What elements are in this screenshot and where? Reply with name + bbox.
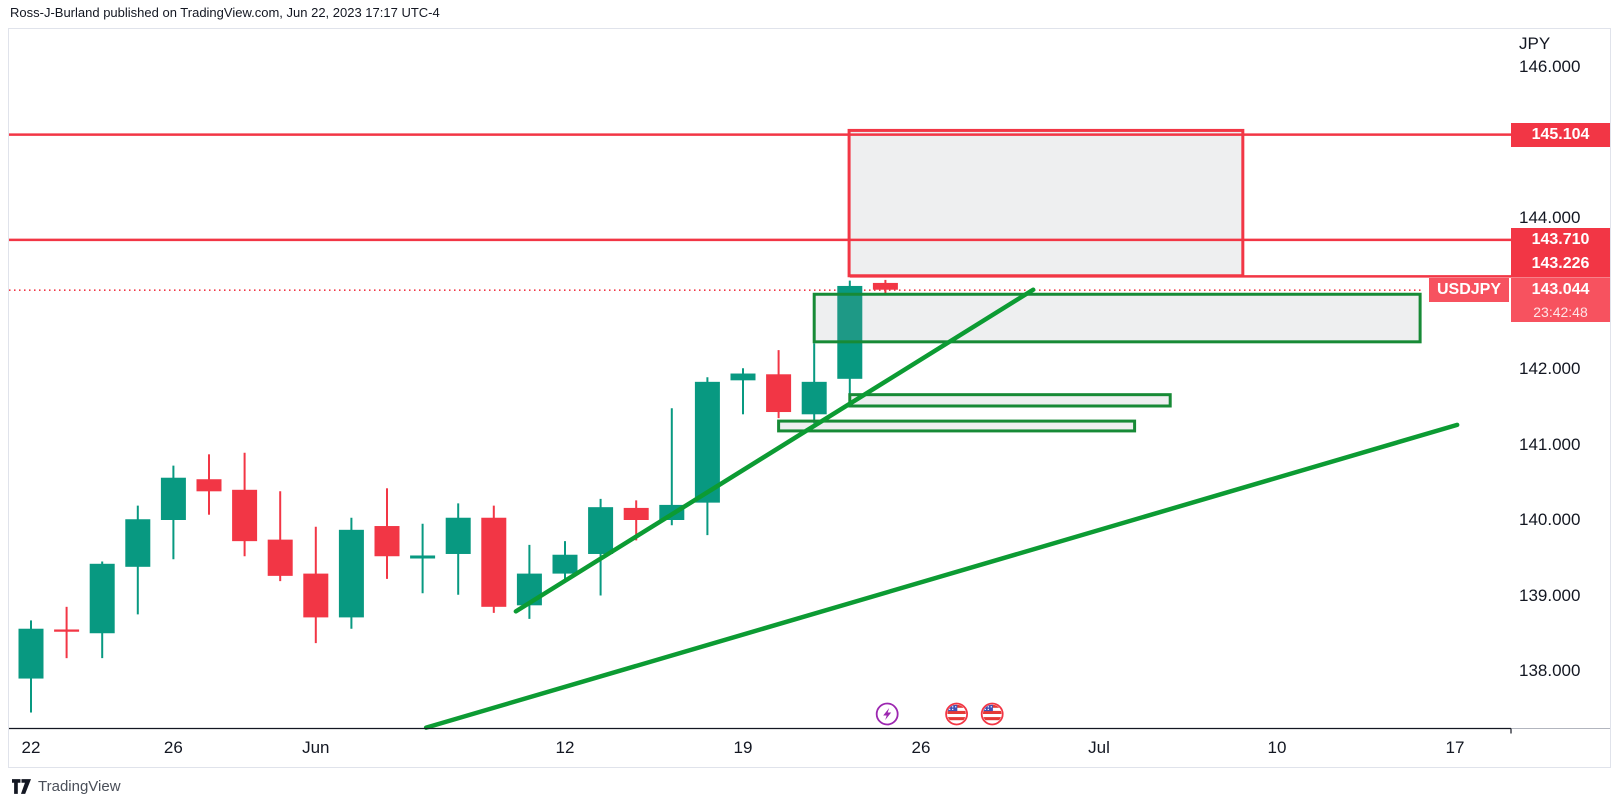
candle-body	[588, 507, 614, 554]
candle-body	[410, 555, 436, 559]
candle-body	[445, 517, 471, 554]
tradingview-logo-icon	[12, 779, 31, 794]
time-tick-label: 12	[555, 738, 575, 757]
price-tick-label: 138.000	[1519, 661, 1581, 680]
time-tick-label: 26	[163, 738, 183, 757]
demand-zone[interactable]	[848, 393, 1172, 408]
time-tick-label: 17	[1445, 738, 1465, 757]
candle-body	[552, 554, 578, 574]
price-level-tag: 143.226	[1511, 251, 1610, 276]
price-tick-label: 140.000	[1519, 510, 1581, 529]
time-tick-label: 26	[911, 738, 931, 757]
trendline[interactable]	[513, 287, 1036, 614]
price-tick-label: 142.000	[1519, 359, 1581, 378]
candle-body	[338, 529, 364, 618]
tradingview-logo-text: TradingView	[38, 778, 121, 795]
candle-body	[730, 373, 756, 381]
symbol-tag: USDJPY	[1429, 278, 1509, 303]
candle-body	[766, 374, 792, 413]
tradingview-attribution-footer[interactable]: TradingView	[12, 778, 121, 795]
demand-zone[interactable]	[812, 292, 1422, 344]
bar-countdown-tag: 23:42:48	[1511, 302, 1610, 323]
candle-body	[623, 507, 649, 520]
price-level-tag: 145.104	[1511, 122, 1610, 147]
candle-body	[801, 381, 827, 415]
candle-body	[303, 573, 329, 618]
candle-body	[694, 381, 720, 503]
candle-body	[160, 477, 186, 520]
candlestick-chart	[9, 128, 1610, 734]
candle-body	[374, 526, 400, 557]
candle-body	[18, 628, 44, 679]
candle-body	[837, 285, 863, 379]
candle-body	[196, 479, 222, 492]
us-flag-event-icon[interactable]	[980, 702, 1004, 726]
time-tick-label: 19	[733, 738, 753, 757]
price-tick-label: 139.000	[1519, 585, 1581, 605]
time-tick-label: Jul	[1088, 738, 1110, 757]
time-tick-label: Jun	[302, 738, 330, 757]
attribution-text: Ross-J-Burland published on TradingView.…	[10, 5, 440, 20]
trendline[interactable]	[423, 422, 1460, 730]
price-tick-label: 144.000	[1519, 208, 1581, 227]
time-tick-label: 10	[1267, 738, 1287, 757]
us-flag-glyph	[947, 704, 966, 724]
price-tick-label: 141.000	[1519, 434, 1581, 454]
candle-body	[267, 539, 293, 576]
price-tick-label: 146.000	[1519, 57, 1581, 76]
candle-body	[232, 489, 258, 542]
price-axis-currency: JPY	[1519, 34, 1551, 53]
current-price-tag: 143.044	[1511, 278, 1610, 303]
price-level-tag: 143.710	[1511, 227, 1610, 252]
candle-body	[872, 282, 898, 290]
us-flag-event-icon[interactable]	[945, 702, 968, 726]
chart-panel: JPY 146.000 144.000 142.000 141.000 140.000 1…	[8, 28, 1611, 768]
supply-zone[interactable]	[847, 128, 1245, 278]
lightning-bolt-glyph	[883, 708, 892, 720]
demand-zone[interactable]	[777, 419, 1137, 433]
candle-body	[54, 629, 80, 632]
candle-body	[125, 519, 151, 567]
time-tick-label: 22	[21, 738, 41, 757]
candle-body	[481, 517, 507, 607]
candle-body	[89, 563, 115, 634]
us-flag-glyph	[982, 704, 1002, 724]
